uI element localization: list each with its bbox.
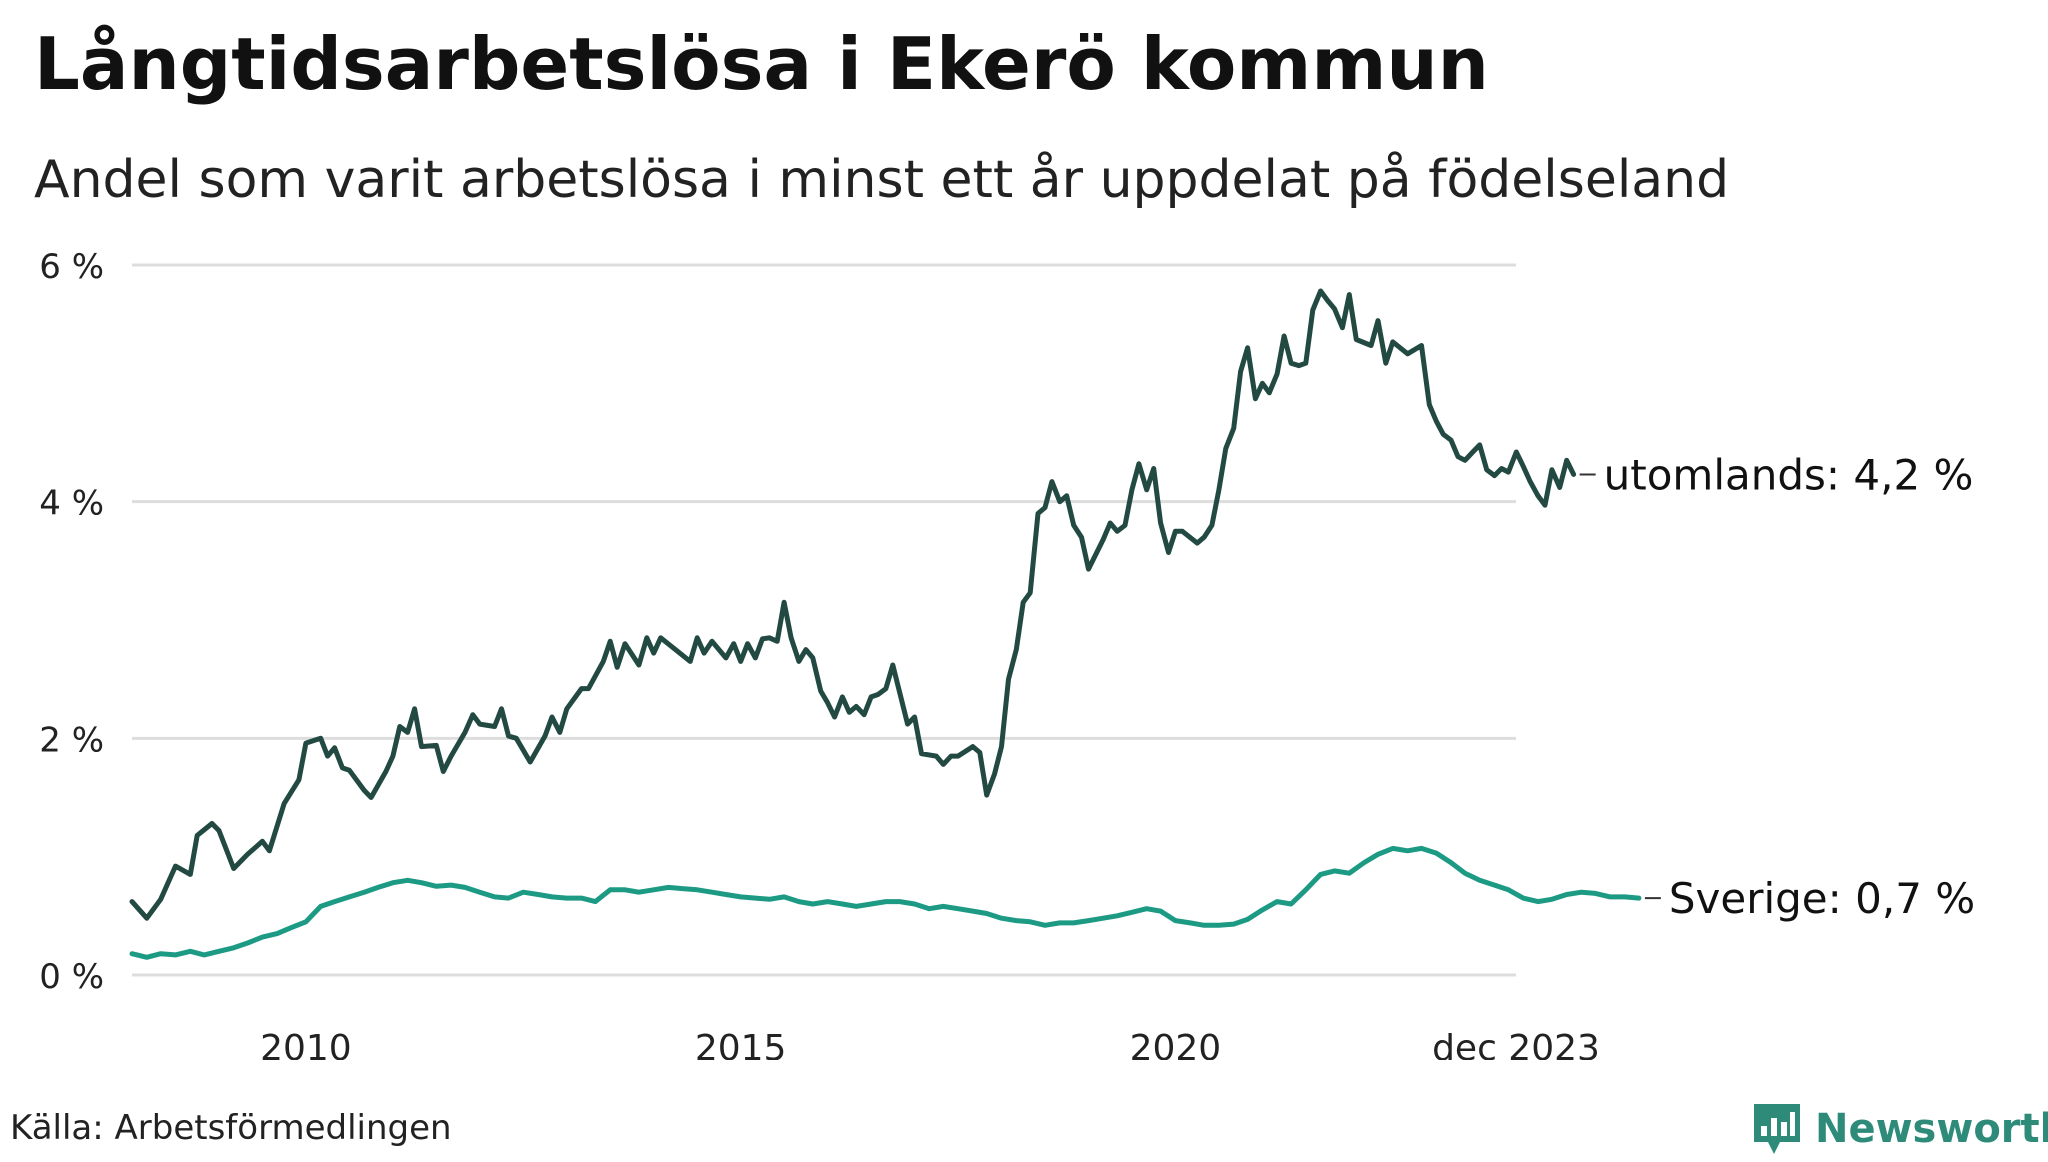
series-label-utomlands: utomlands: 4,2 % [1604,450,1974,499]
source-note: Källa: Arbetsförmedlingen [10,1108,452,1148]
series-end-labels: utomlands: 4,2 % Sverige: 0,7 % [1579,450,1975,923]
y-tick-label: 4 % [39,484,104,524]
y-axis-tick-labels: 0 % 2 % 4 % 6 % [39,247,104,997]
x-tick-label: 2010 [260,1028,352,1060]
newsworthy-logo-icon [1754,1104,1800,1154]
y-tick-label: 2 % [39,720,104,760]
gridlines [132,263,1516,977]
series-label-sverige: Sverige: 0,7 % [1669,874,1975,923]
x-tick-label: dec 2023 [1432,1028,1600,1060]
y-tick-label: 0 % [39,957,104,997]
series-lines [129,288,1642,960]
x-tick-label: 2015 [695,1028,787,1060]
line-chart: 0 % 2 % 4 % 6 % 2010 2015 2020 dec 2023 utomla… [39,247,1975,1060]
y-tick-label: 6 % [39,247,104,287]
brand-name: Newsworthy [1815,1106,2048,1152]
chart-subtitle: Andel som varit arbetslösa i minst ett å… [34,150,1730,210]
x-tick-label: 2020 [1130,1028,1222,1060]
chart-title: Långtidsarbetslösa i Ekerö kommun [34,22,1489,106]
x-axis-tick-labels: 2010 2015 2020 dec 2023 [260,1028,1600,1060]
series-line-sverige [129,845,1642,960]
brand-logo: Newsworthy [1750,1100,2048,1160]
series-line-utomlands [129,288,1577,921]
